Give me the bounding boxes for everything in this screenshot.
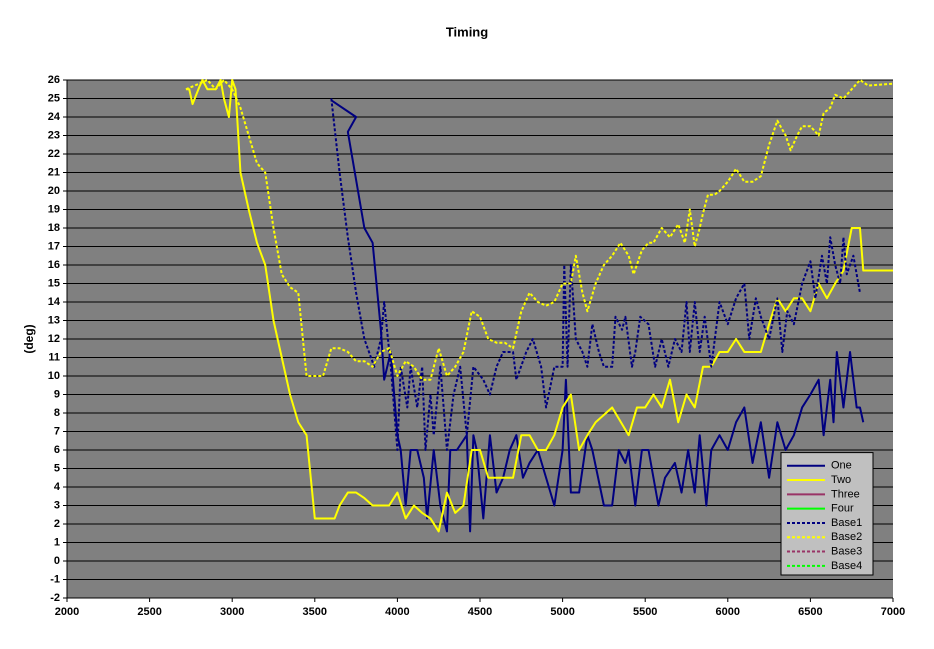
y-tick-label: 17 [48, 240, 60, 252]
y-tick-label: 3 [54, 499, 60, 511]
x-tick-label: 5500 [633, 606, 657, 618]
y-tick-label: 26 [48, 74, 60, 86]
x-tick-label: 5000 [550, 606, 574, 618]
y-tick-label: 8 [54, 407, 60, 419]
x-tick-label: 7000 [881, 606, 905, 618]
y-tick-label: 0 [54, 555, 60, 567]
y-tick-label: -1 [50, 573, 60, 585]
y-tick-label: 14 [48, 296, 61, 308]
y-tick-label: 6 [54, 444, 60, 456]
y-tick-label: 7 [54, 425, 60, 437]
y-tick-label: 11 [48, 351, 60, 363]
y-tick-label: 9 [54, 388, 60, 400]
axes: -2-1012345678910111213141516171819202122… [48, 74, 905, 618]
y-tick-label: -2 [50, 592, 60, 604]
series-line [185, 79, 893, 533]
x-tick-label: 2500 [137, 606, 161, 618]
y-tick-label: 24 [48, 111, 61, 123]
y-tick-label: 1 [54, 536, 60, 548]
legend-label: Four [831, 503, 854, 515]
x-tick-label: 2000 [55, 606, 79, 618]
legend: One Two Three Four Base1 Base2 Base3 Base4 [780, 452, 874, 576]
y-tick-label: 4 [54, 481, 61, 493]
x-tick-label: 3000 [220, 606, 244, 618]
y-tick-label: 22 [48, 148, 60, 160]
x-tick-label: 3500 [303, 606, 327, 618]
y-tick-label: 18 [48, 222, 60, 234]
y-axis-label: (deg) [22, 324, 36, 353]
legend-label: Three [831, 488, 860, 500]
x-tick-label: 4500 [468, 606, 492, 618]
legend-label: Base3 [831, 545, 862, 557]
y-tick-label: 2 [54, 518, 60, 530]
y-tick-label: 15 [48, 277, 60, 289]
legend-label: Base2 [831, 531, 862, 543]
series-lines [185, 79, 893, 533]
y-tick-label: 21 [48, 166, 60, 178]
y-tick-label: 13 [48, 314, 60, 326]
legend-label: One [831, 460, 852, 472]
x-tick-label: 6000 [716, 606, 740, 618]
legend-label: Two [831, 474, 851, 486]
legend-label: Base1 [831, 517, 862, 529]
legend-box [780, 452, 874, 576]
y-tick-label: 5 [54, 462, 60, 474]
y-tick-label: 12 [48, 333, 60, 345]
chart-title: Timing [446, 24, 488, 39]
y-tick-label: 23 [48, 129, 60, 141]
y-tick-label: 20 [48, 185, 60, 197]
x-tick-label: 6500 [798, 606, 822, 618]
series-line [185, 79, 893, 381]
x-tick-label: 4000 [385, 606, 409, 618]
series-line [330, 99, 865, 533]
y-tick-label: 16 [48, 259, 60, 271]
y-tick-label: 19 [48, 203, 60, 215]
legend-label: Base4 [831, 560, 862, 572]
grid [67, 79, 893, 599]
y-tick-label: 10 [48, 370, 60, 382]
y-tick-label: 25 [48, 92, 60, 104]
